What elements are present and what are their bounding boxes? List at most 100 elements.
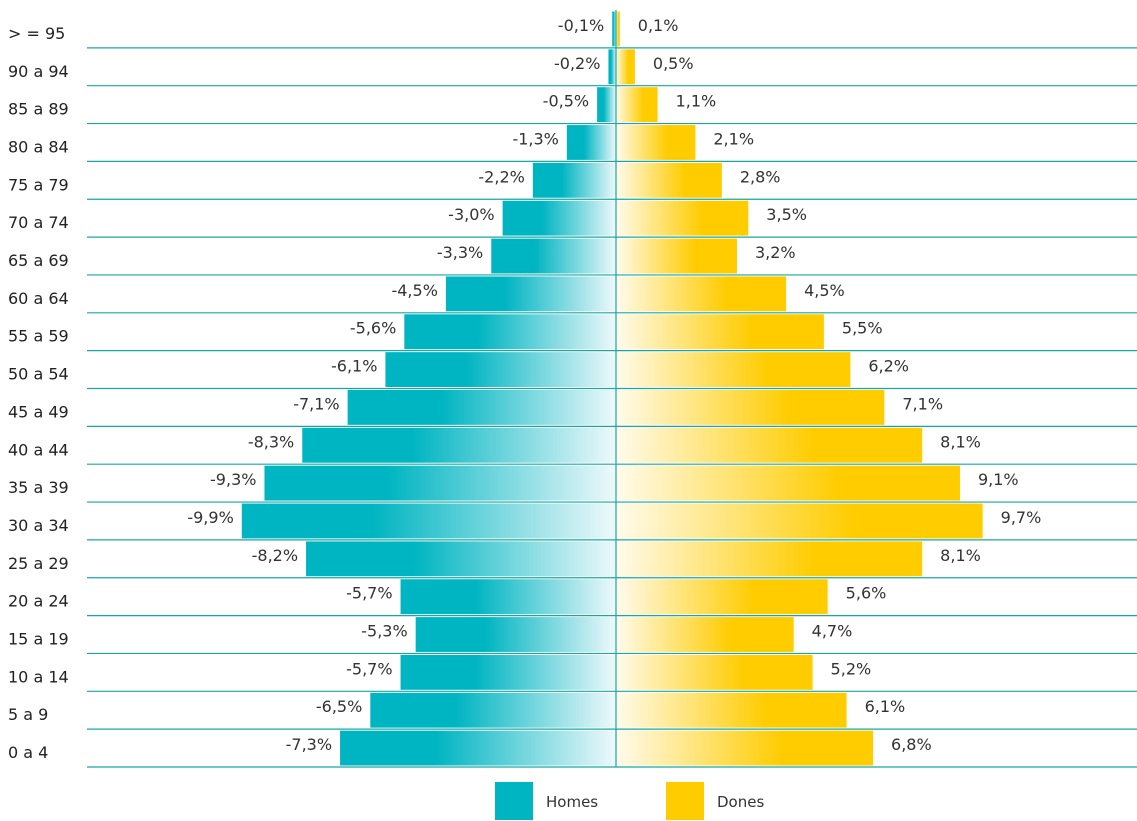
legend-swatch-homes — [495, 782, 533, 820]
bar-homes — [400, 654, 616, 690]
value-label-homes: -3,0% — [448, 205, 494, 224]
value-label-dones: 3,2% — [755, 243, 796, 262]
category-label: 40 a 44 — [8, 440, 69, 459]
category-label: 60 a 64 — [8, 289, 69, 308]
bar-dones — [616, 730, 874, 766]
category-label: 65 a 69 — [8, 251, 69, 270]
bar-dones — [616, 427, 923, 463]
gridlines — [87, 47, 1137, 768]
value-label-dones: 8,1% — [940, 546, 981, 565]
bar-dones — [616, 125, 696, 160]
category-label: 25 a 29 — [8, 554, 69, 573]
value-label-dones: 5,5% — [842, 319, 883, 338]
value-label-homes: -0,1% — [558, 16, 604, 35]
bar-homes — [241, 503, 616, 539]
value-label-dones: 5,6% — [846, 584, 887, 603]
bar-dones — [616, 692, 847, 728]
value-label-homes: -5,6% — [350, 319, 396, 338]
bar-homes — [612, 11, 616, 47]
category-label: 35 a 39 — [8, 478, 69, 497]
legend-label-homes: Homes — [546, 793, 598, 811]
category-label: 90 a 94 — [8, 62, 69, 81]
bar-homes — [532, 162, 616, 198]
value-label-dones: 4,5% — [804, 281, 845, 300]
bar-dones — [616, 87, 658, 123]
value-label-homes: -6,5% — [316, 697, 362, 716]
value-label-homes: -5,3% — [361, 622, 407, 641]
category-label: 45 a 49 — [8, 402, 69, 421]
legend-swatch-dones — [666, 782, 704, 820]
bar-dones — [616, 11, 620, 47]
category-label: 80 a 84 — [8, 137, 69, 156]
value-label-dones: 3,5% — [766, 205, 807, 224]
bar-homes — [264, 465, 616, 501]
bar-dones — [616, 238, 737, 274]
bars — [241, 11, 983, 766]
category-label: 50 a 54 — [8, 365, 69, 384]
value-label-homes: -3,3% — [437, 243, 483, 262]
category-label: 5 a 9 — [8, 705, 48, 724]
labels: > = 95 -0,1% 0,1% 90 a 94 -0,2% 0,5% 85 a 89 -0… — [8, 16, 1041, 762]
bar-homes — [400, 579, 616, 615]
bar-dones — [616, 200, 749, 236]
value-label-dones: 0,5% — [653, 54, 694, 73]
bar-homes — [306, 541, 616, 577]
bar-homes — [415, 617, 616, 652]
bar-homes — [566, 125, 616, 160]
category-label: > = 95 — [8, 24, 65, 43]
category-label: 85 a 89 — [8, 100, 69, 119]
bar-dones — [616, 465, 960, 501]
value-label-homes: -8,2% — [252, 546, 298, 565]
value-label-dones: 6,1% — [865, 697, 906, 716]
category-label: 15 a 19 — [8, 630, 69, 649]
value-label-homes: -2,2% — [478, 167, 524, 186]
bar-dones — [616, 314, 824, 350]
bar-dones — [616, 49, 635, 85]
bar-homes — [445, 276, 616, 312]
value-label-dones: 7,1% — [902, 394, 943, 413]
bar-dones — [616, 541, 923, 577]
value-label-dones: 0,1% — [638, 16, 679, 35]
value-label-homes: -7,3% — [286, 735, 332, 754]
value-label-dones: 6,8% — [891, 735, 932, 754]
bar-dones — [616, 617, 794, 652]
bar-dones — [616, 276, 787, 312]
category-label: 0 a 4 — [8, 743, 48, 762]
bar-dones — [616, 503, 983, 539]
bar-homes — [347, 390, 616, 425]
value-label-homes: -6,1% — [331, 357, 377, 376]
value-label-dones: 6,2% — [868, 357, 909, 376]
category-label: 70 a 74 — [8, 213, 69, 232]
value-label-dones: 2,8% — [740, 167, 781, 186]
legend: Homes Dones — [495, 782, 764, 820]
bar-homes — [608, 49, 616, 85]
value-label-homes: -0,5% — [543, 92, 589, 111]
bar-dones — [616, 579, 828, 615]
value-label-dones: 2,1% — [713, 129, 754, 148]
value-label-dones: 8,1% — [940, 432, 981, 451]
category-label: 20 a 24 — [8, 592, 69, 611]
value-label-homes: -0,2% — [554, 54, 600, 73]
value-label-dones: 9,7% — [1001, 508, 1042, 527]
value-label-homes: -7,1% — [293, 394, 339, 413]
bar-dones — [616, 390, 885, 425]
bar-homes — [404, 314, 616, 350]
value-label-dones: 9,1% — [978, 470, 1019, 489]
category-label: 10 a 14 — [8, 667, 69, 686]
value-label-homes: -5,7% — [346, 584, 392, 603]
bar-homes — [302, 427, 616, 463]
bar-dones — [616, 654, 813, 690]
bar-homes — [370, 692, 616, 728]
value-label-homes: -1,3% — [512, 129, 558, 148]
value-label-dones: 5,2% — [831, 659, 872, 678]
bar-dones — [616, 352, 851, 387]
category-label: 30 a 34 — [8, 516, 69, 535]
value-label-homes: -4,5% — [391, 281, 437, 300]
value-label-dones: 1,1% — [676, 92, 717, 111]
value-label-homes: -8,3% — [248, 432, 294, 451]
value-label-homes: -9,3% — [210, 470, 256, 489]
category-label: 75 a 79 — [8, 175, 69, 194]
value-label-dones: 4,7% — [812, 622, 853, 641]
legend-label-dones: Dones — [717, 793, 764, 811]
